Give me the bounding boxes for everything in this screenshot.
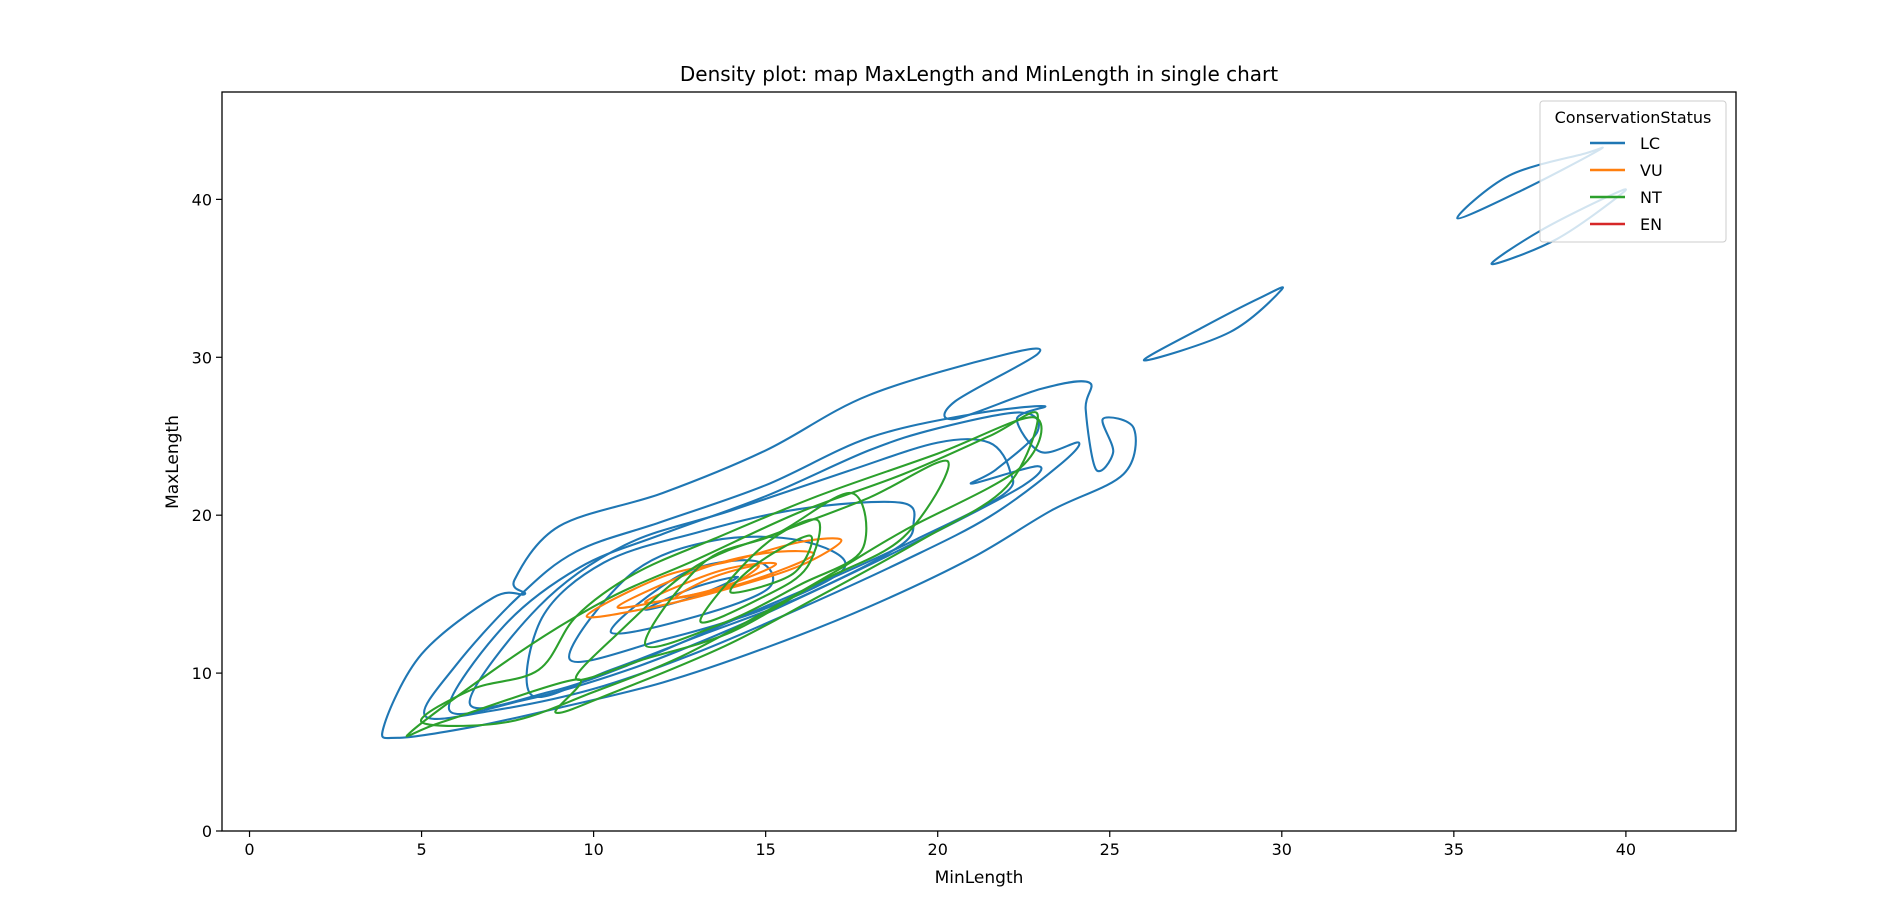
x-tick-label: 15	[755, 840, 775, 859]
y-tick-label: 20	[192, 506, 212, 525]
contour-LC-2	[448, 411, 1043, 716]
contour-NT-4	[699, 518, 822, 624]
contour-NT-0	[405, 411, 1039, 738]
contour-NT-1	[420, 416, 1043, 728]
x-tick-label: 35	[1444, 840, 1464, 859]
legend-title: ConservationStatus	[1555, 108, 1712, 127]
x-tick-label: 30	[1272, 840, 1292, 859]
legend-label-LC: LC	[1640, 134, 1660, 153]
x-tick-label: 10	[583, 840, 603, 859]
x-axis-ticks: 0 5 10 15 20 25 30 35 40	[244, 831, 1636, 859]
series-NT	[405, 411, 1043, 738]
x-tick-label: 25	[1100, 840, 1120, 859]
plot-frame	[221, 91, 1737, 832]
y-tick-label: 0	[202, 822, 212, 841]
legend-label-EN: EN	[1640, 215, 1662, 234]
contour-NT-3	[644, 492, 868, 649]
y-axis-ticks: 0 10 20 30 40	[192, 190, 222, 841]
legend-label-NT: NT	[1640, 188, 1662, 207]
x-axis-label: MinLength	[935, 868, 1024, 888]
chart-title: Density plot: map MaxLength and MinLengt…	[680, 62, 1278, 86]
contour-LC-8	[1143, 286, 1284, 362]
contour-VU-0	[585, 537, 843, 619]
legend-frame	[1539, 100, 1727, 243]
y-tick-label: 40	[192, 190, 212, 209]
contour-LC-1	[423, 405, 1081, 720]
x-tick-label: 20	[928, 840, 948, 859]
contour-LC-5	[568, 535, 847, 663]
contour-LC-4	[525, 500, 916, 698]
legend-label-VU: VU	[1640, 161, 1663, 180]
contour-VU-3	[675, 564, 760, 599]
x-tick-label: 0	[244, 840, 254, 859]
contour-NT-2	[574, 459, 950, 682]
legend: ConservationStatus LC VU NT EN	[1539, 100, 1727, 243]
contour-LC-0	[381, 347, 1137, 740]
y-tick-label: 30	[192, 348, 212, 367]
y-tick-label: 10	[192, 664, 212, 683]
x-tick-label: 40	[1616, 840, 1636, 859]
x-tick-label: 5	[416, 840, 426, 859]
contour-NT-5	[729, 534, 814, 594]
y-axis-label: MaxLength	[163, 415, 183, 509]
